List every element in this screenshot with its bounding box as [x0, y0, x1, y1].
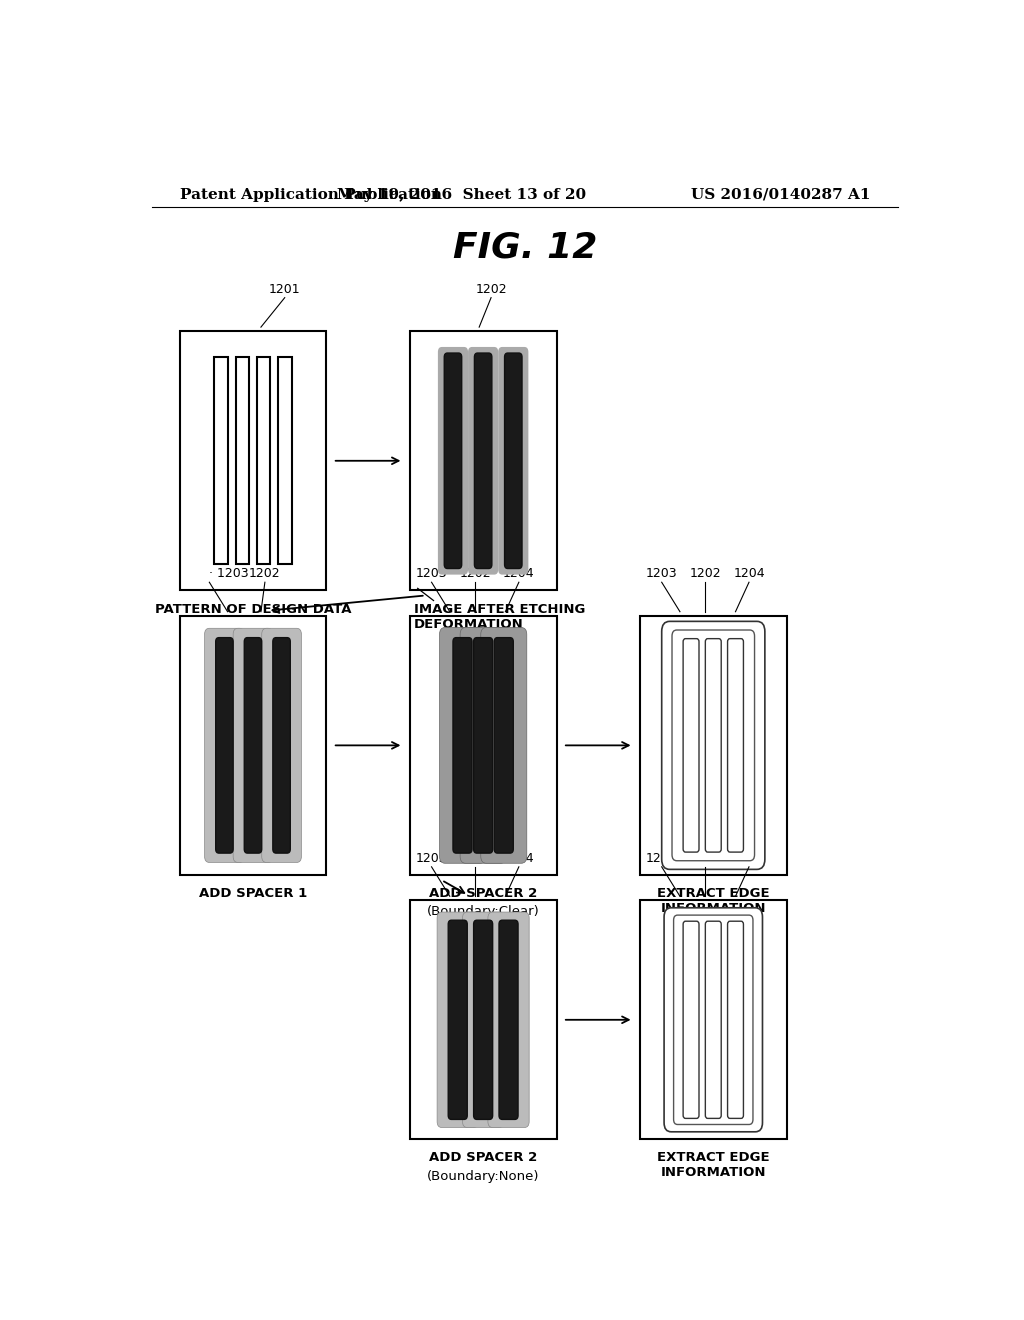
- Text: EXTRACT EDGE
INFORMATION: EXTRACT EDGE INFORMATION: [657, 887, 770, 915]
- FancyBboxPatch shape: [460, 627, 506, 863]
- Text: 1202: 1202: [249, 568, 281, 581]
- FancyBboxPatch shape: [674, 915, 753, 1125]
- Text: 1202: 1202: [460, 851, 492, 865]
- FancyBboxPatch shape: [453, 638, 472, 853]
- Text: PATTERN OF DESIGN DATA: PATTERN OF DESIGN DATA: [155, 602, 351, 615]
- Bar: [410, 615, 557, 875]
- Bar: [410, 331, 557, 590]
- FancyBboxPatch shape: [468, 347, 499, 574]
- FancyBboxPatch shape: [662, 622, 765, 870]
- FancyBboxPatch shape: [665, 908, 763, 1131]
- FancyBboxPatch shape: [438, 347, 468, 574]
- FancyBboxPatch shape: [437, 912, 478, 1127]
- FancyBboxPatch shape: [495, 638, 513, 853]
- Bar: [236, 358, 249, 565]
- Bar: [214, 358, 227, 565]
- FancyBboxPatch shape: [683, 639, 699, 853]
- FancyBboxPatch shape: [474, 352, 492, 569]
- Text: 1203: 1203: [416, 851, 447, 865]
- FancyBboxPatch shape: [728, 639, 743, 853]
- Bar: [410, 900, 557, 1139]
- FancyBboxPatch shape: [487, 912, 529, 1127]
- Text: ADD SPACER 2: ADD SPACER 2: [429, 887, 538, 900]
- Bar: [640, 615, 786, 875]
- FancyBboxPatch shape: [672, 630, 755, 861]
- Text: 1204: 1204: [503, 851, 535, 865]
- Text: (Boundary:Clear): (Boundary:Clear): [427, 906, 540, 919]
- FancyBboxPatch shape: [706, 921, 721, 1118]
- Text: 1203: 1203: [646, 851, 678, 865]
- FancyBboxPatch shape: [706, 639, 721, 853]
- FancyBboxPatch shape: [444, 352, 462, 569]
- Text: 1202: 1202: [475, 282, 507, 296]
- FancyBboxPatch shape: [449, 920, 467, 1119]
- Text: 1201: 1201: [269, 282, 301, 296]
- Text: 1204: 1204: [733, 851, 765, 865]
- Text: 1203: 1203: [646, 568, 678, 581]
- Text: (Boundary:None): (Boundary:None): [427, 1170, 540, 1183]
- Text: 1202: 1202: [689, 568, 721, 581]
- Text: 1204: 1204: [503, 568, 535, 581]
- Bar: [179, 615, 327, 875]
- FancyBboxPatch shape: [474, 638, 493, 853]
- Bar: [179, 331, 327, 590]
- Text: 1203: 1203: [416, 568, 447, 581]
- FancyBboxPatch shape: [499, 920, 518, 1119]
- FancyBboxPatch shape: [499, 347, 528, 574]
- Text: US 2016/0140287 A1: US 2016/0140287 A1: [690, 187, 870, 202]
- Text: ADD SPACER 1: ADD SPACER 1: [199, 887, 307, 900]
- Text: · 1203: · 1203: [209, 568, 249, 581]
- Bar: [279, 358, 292, 565]
- Text: 1204: 1204: [733, 568, 765, 581]
- Bar: [257, 358, 270, 565]
- Text: FIG. 12: FIG. 12: [453, 231, 597, 265]
- FancyBboxPatch shape: [683, 921, 699, 1118]
- FancyBboxPatch shape: [245, 638, 262, 853]
- Text: IMAGE AFTER ETCHING
DEFORMATION: IMAGE AFTER ETCHING DEFORMATION: [414, 602, 585, 631]
- Text: Patent Application Publication: Patent Application Publication: [179, 187, 441, 202]
- FancyBboxPatch shape: [728, 921, 743, 1118]
- FancyBboxPatch shape: [216, 638, 233, 853]
- Text: EXTRACT EDGE
INFORMATION: EXTRACT EDGE INFORMATION: [657, 1151, 770, 1180]
- FancyBboxPatch shape: [474, 920, 493, 1119]
- FancyBboxPatch shape: [505, 352, 522, 569]
- FancyBboxPatch shape: [272, 638, 290, 853]
- FancyBboxPatch shape: [205, 628, 245, 862]
- FancyBboxPatch shape: [233, 628, 272, 862]
- FancyBboxPatch shape: [480, 627, 526, 863]
- Text: May 19, 2016  Sheet 13 of 20: May 19, 2016 Sheet 13 of 20: [337, 187, 586, 202]
- FancyBboxPatch shape: [439, 627, 485, 863]
- Text: 1202: 1202: [689, 851, 721, 865]
- Text: 1202: 1202: [460, 568, 492, 581]
- Bar: [640, 900, 786, 1139]
- Text: ADD SPACER 2: ADD SPACER 2: [429, 1151, 538, 1164]
- FancyBboxPatch shape: [262, 628, 301, 862]
- FancyBboxPatch shape: [463, 912, 504, 1127]
